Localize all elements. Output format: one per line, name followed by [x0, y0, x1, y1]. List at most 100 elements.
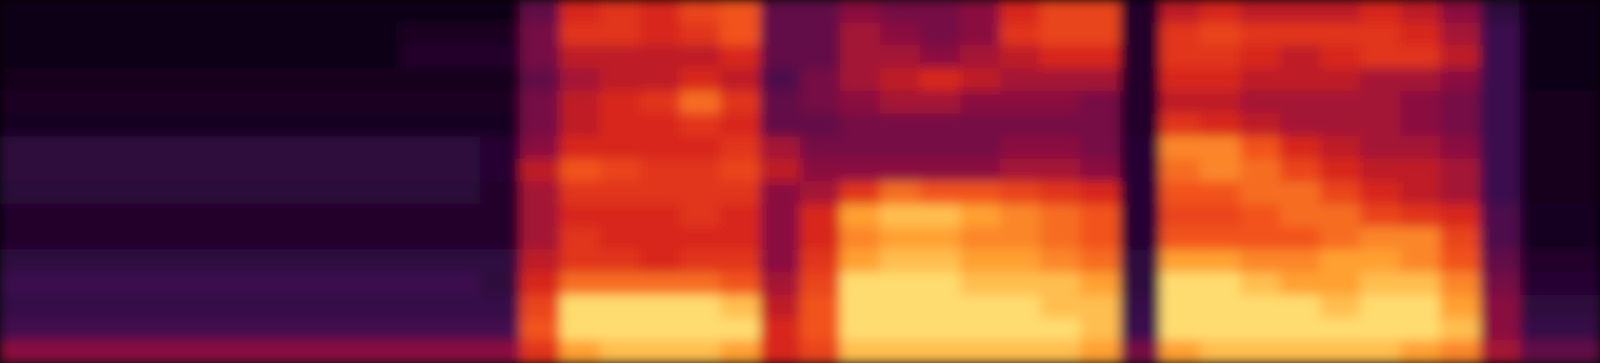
- cell: [200, 136, 241, 160]
- cell: [200, 226, 241, 251]
- cell: [559, 67, 601, 92]
- cell: [1400, 181, 1441, 205]
- cell: [1239, 136, 1281, 160]
- cell: [1400, 0, 1441, 24]
- cell: [0, 204, 41, 228]
- cell: [760, 181, 801, 205]
- cell: [1400, 90, 1441, 115]
- cell: [640, 136, 681, 160]
- cell: [600, 136, 641, 160]
- cell: [1520, 67, 1561, 92]
- cell: [1279, 249, 1321, 273]
- cell: [1000, 136, 1041, 160]
- cell: [479, 22, 521, 47]
- cell: [439, 22, 481, 47]
- cell: [1000, 67, 1041, 92]
- cell: [1200, 226, 1241, 251]
- cell: [600, 181, 641, 205]
- cell: [200, 204, 241, 228]
- cell: [680, 204, 721, 228]
- cell: [1160, 181, 1201, 205]
- cell: [680, 339, 721, 363]
- cell: [600, 67, 641, 92]
- cell: [39, 45, 81, 70]
- cell: [1239, 204, 1281, 228]
- cell: [720, 0, 761, 24]
- cell: [839, 226, 881, 251]
- cell: [559, 0, 601, 24]
- cell: [1480, 113, 1521, 137]
- cell: [559, 136, 601, 160]
- cell: [800, 136, 841, 160]
- cell: [1319, 90, 1361, 115]
- plot-area: [0, 0, 1600, 363]
- cell: [559, 22, 601, 47]
- cell: [159, 181, 201, 205]
- cell: [159, 113, 201, 137]
- cell: [1359, 317, 1401, 342]
- cell: [1160, 113, 1201, 137]
- cell: [360, 181, 401, 205]
- cell: [159, 339, 201, 363]
- cell: [919, 67, 961, 92]
- cell: [680, 136, 721, 160]
- cell: [1200, 271, 1241, 296]
- cell: [1520, 204, 1561, 228]
- cell: [1040, 181, 1081, 205]
- cell: [1400, 339, 1441, 363]
- cell: [439, 204, 481, 228]
- cell: [1000, 22, 1041, 47]
- cell: [400, 181, 441, 205]
- cell: [1319, 0, 1361, 24]
- cells: [0, 0, 1600, 363]
- cell: [280, 45, 321, 70]
- cell: [800, 181, 841, 205]
- cell: [280, 136, 321, 160]
- cell: [0, 0, 41, 24]
- cell: [839, 249, 881, 273]
- cell: [1239, 158, 1281, 182]
- cell: [1000, 271, 1041, 296]
- cell: [200, 22, 241, 47]
- cell: [720, 67, 761, 92]
- cell: [240, 339, 281, 363]
- cell: [839, 204, 881, 228]
- cell: [280, 113, 321, 137]
- cell: [760, 45, 801, 70]
- cell: [280, 339, 321, 363]
- cell: [839, 158, 881, 182]
- cell: [519, 317, 561, 342]
- cell: [119, 158, 161, 182]
- cell: [1560, 181, 1600, 205]
- cell: [119, 204, 161, 228]
- cell: [640, 249, 681, 273]
- cell: [760, 136, 801, 160]
- cell: [1080, 22, 1121, 47]
- cell: [1160, 67, 1201, 92]
- cell: [1120, 317, 1161, 342]
- cell: [1080, 67, 1121, 92]
- cell: [680, 67, 721, 92]
- cell: [360, 90, 401, 115]
- cell: [800, 113, 841, 137]
- cell: [1000, 0, 1041, 24]
- cell: [439, 67, 481, 92]
- cell: [1120, 113, 1161, 137]
- cell: [240, 136, 281, 160]
- cell: [39, 249, 81, 273]
- cell: [800, 226, 841, 251]
- cell: [959, 113, 1001, 137]
- cell: [79, 294, 121, 319]
- cell: [839, 113, 881, 137]
- cell: [119, 136, 161, 160]
- cell: [640, 317, 681, 342]
- cell: [0, 113, 41, 137]
- cell: [959, 339, 1001, 363]
- cell: [320, 249, 361, 273]
- cell: [1040, 249, 1081, 273]
- cell: [879, 317, 921, 342]
- cell: [1120, 226, 1161, 251]
- cell: [1279, 317, 1321, 342]
- cell: [839, 317, 881, 342]
- cell: [519, 226, 561, 251]
